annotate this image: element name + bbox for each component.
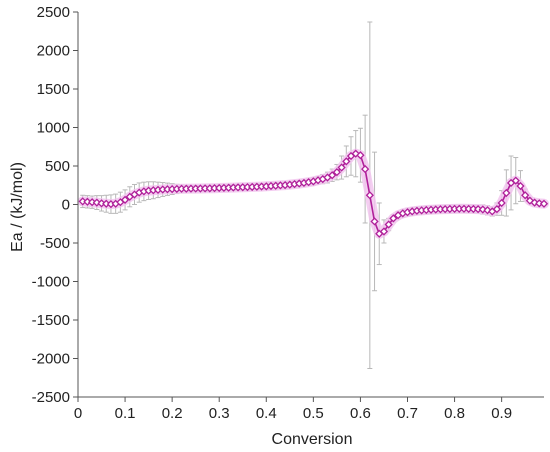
x-tick-label: 0.6: [350, 405, 371, 422]
y-tick-label: 2500: [37, 4, 70, 21]
x-tick-label: 0.5: [303, 405, 324, 422]
x-tick-label: 0.2: [162, 405, 183, 422]
data-point: [492, 205, 502, 214]
data-point: [502, 188, 511, 198]
x-tick-label: 0: [74, 405, 82, 422]
data-point: [328, 171, 337, 180]
data-point: [511, 176, 520, 185]
x-tick-label: 0.8: [444, 405, 465, 422]
data-point: [530, 198, 539, 207]
tick-labels: 2500 2000 1500 1000 500 0 -500 -1000 -1500 -2000 -…: [32, 4, 512, 422]
data-point: [342, 157, 351, 166]
data-point: [516, 181, 525, 191]
y-tick-label: 0: [62, 197, 70, 214]
x-axis-title: Conversion: [272, 431, 353, 448]
data-point: [332, 168, 342, 177]
uncertainty-band: [77, 148, 549, 239]
x-tick-label: 0.4: [256, 405, 277, 422]
x-tick-label: 0.1: [115, 405, 136, 422]
data-point: [120, 195, 130, 204]
data-point: [384, 220, 393, 229]
y-axis-title: Ea / (kJ/mol): [9, 162, 26, 252]
axes: [73, 11, 544, 402]
data-point: [370, 217, 379, 226]
y-tick-label: -500: [40, 235, 70, 252]
x-tick-label: 0.9: [491, 405, 512, 422]
data-point: [497, 198, 506, 208]
x-tick-label: 0.7: [397, 405, 418, 422]
y-tick-label: -2000: [32, 351, 70, 368]
data-point: [365, 191, 374, 200]
data-point: [361, 164, 370, 174]
y-tick-label: 1500: [37, 81, 70, 98]
y-tick-label: 500: [45, 158, 70, 175]
data-point: [337, 163, 346, 172]
data-point: [521, 191, 530, 200]
y-tick-label: -1000: [32, 274, 70, 291]
y-tick-label: 2000: [37, 43, 70, 60]
y-tick-label: 1000: [37, 120, 70, 137]
x-tick-label: 0.3: [209, 405, 230, 422]
data-point: [389, 214, 398, 223]
y-tick-label: -2500: [32, 389, 70, 406]
data-point: [539, 199, 549, 208]
data-point: [379, 227, 389, 236]
y-tick-label: -1500: [32, 312, 70, 329]
uncertainty-band-shape: [77, 148, 549, 239]
data-point: [356, 151, 365, 160]
data-markers: [78, 149, 549, 238]
